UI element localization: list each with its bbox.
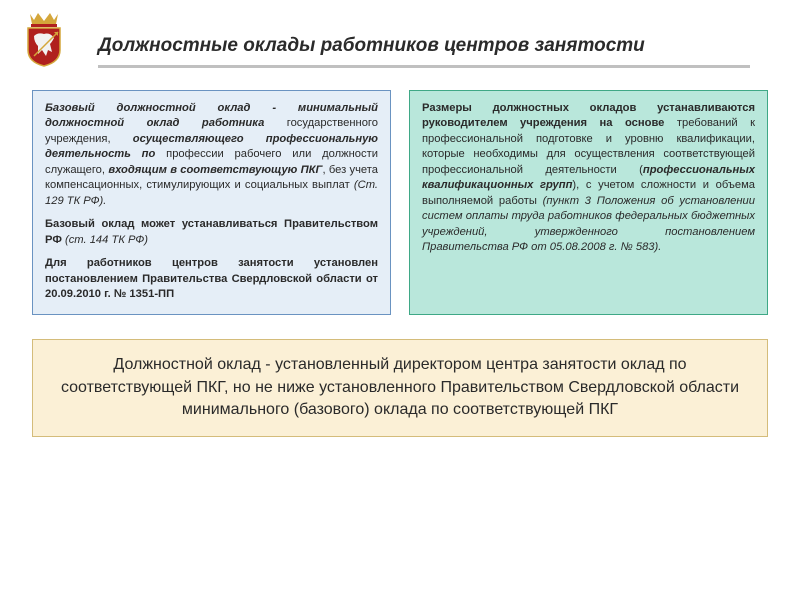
columns: Базовый должностной оклад - минимальный … [0,76,800,325]
left-p2: Базовый оклад может устанавливаться Прав… [45,217,378,248]
page-title: Должностные оклады работников центров за… [98,34,750,68]
text: (ст. 144 ТК РФ) [65,234,148,246]
emblem-icon [20,10,68,68]
left-p3: Для работников центров занятости установ… [45,256,378,302]
right-p1: Размеры должностных окладов устанавливаю… [422,101,755,256]
left-p1: Базовый должностной оклад - минимальный … [45,101,378,209]
right-box: Размеры должностных окладов устанавливаю… [409,90,768,315]
text: входящим в соответствующую ПКГ [108,164,322,176]
header: Должностные оклады работников центров за… [0,0,800,76]
left-box: Базовый должностной оклад - минимальный … [32,90,391,315]
bottom-text: Должностной оклад - установленный директ… [61,356,739,418]
bottom-box: Должностной оклад - установленный директ… [32,339,768,436]
title-wrap: Должностные оклады работников центров за… [98,10,750,68]
